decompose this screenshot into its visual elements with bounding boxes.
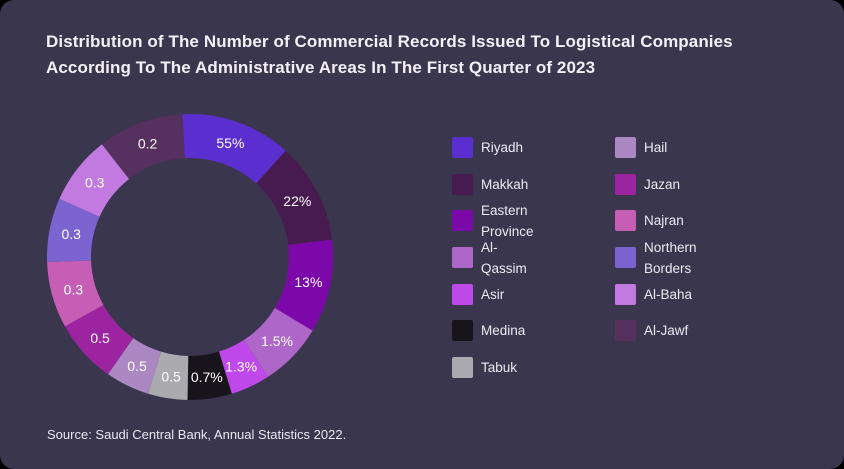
donut-segment-makkah <box>256 150 332 245</box>
segment-value-label-asir: 1.3% <box>225 359 257 375</box>
segment-value-label-al-qassim: 1.5% <box>261 333 293 349</box>
donut-segment-hail <box>107 338 162 394</box>
legend-swatch-medina <box>452 320 473 342</box>
legend-item-hail: Hail <box>615 137 697 158</box>
legend-item-makkah: Makkah <box>452 173 534 195</box>
source-note: Source: Saudi Central Bank, Annual Stati… <box>47 427 347 442</box>
legend-swatch-asir <box>452 283 473 305</box>
donut-segment-jazan <box>64 305 134 375</box>
legend-swatch-al-baha <box>615 283 636 305</box>
donut-segment-al-qassim <box>243 307 313 377</box>
legend-item-asir: Asir <box>452 283 534 305</box>
segment-value-label-eastern-province: 13% <box>294 274 322 290</box>
legend-swatch-makkah <box>452 173 473 195</box>
legend-item-jazan: Jazan <box>615 173 697 195</box>
segment-value-label-tabuk: 0.5 <box>161 369 181 385</box>
legend-label: Tabuk <box>481 360 518 376</box>
segment-value-label-al-jawf: 0.2 <box>138 136 158 152</box>
legend-item-tabuk: Tabuk <box>452 357 534 379</box>
legend-item-eastern-province: Eastern Province <box>452 203 534 239</box>
donut-segment-northern-borders <box>47 198 100 262</box>
donut-segment-tabuk <box>148 351 189 400</box>
legend-item-medina: Medina <box>452 320 534 342</box>
legend-item-northern-borders: Northern Borders <box>615 240 697 276</box>
chart-title: Distribution of The Number of Commercial… <box>46 29 806 81</box>
segment-value-label-al-baha: 0.3 <box>85 175 105 191</box>
legend-label: Al-Baha <box>644 286 693 302</box>
donut-chart: 55% 22% 13% 1.5%1.3%0.7% 0.5 0.5 0.5 0.3 0.3 0.3 0… <box>47 114 333 401</box>
chart-title-line2: According To The Administrative Areas In… <box>46 58 596 77</box>
legend-column-1: Riyadh Makkah Eastern Province Al-Qassim Asi… <box>452 137 534 394</box>
legend-label: Jazan <box>644 176 681 192</box>
legend-swatch-northern-borders <box>615 247 636 269</box>
legend-label: Hail <box>644 140 668 155</box>
donut-segment-eastern-province <box>274 239 333 331</box>
donut-segment-najran <box>47 260 104 327</box>
legend-label: Northern Borders <box>644 239 697 276</box>
segment-value-label-riyadh: 55% <box>216 135 244 151</box>
legend-swatch-tabuk <box>452 357 473 379</box>
segment-value-label-jazan: 0.5 <box>90 330 110 346</box>
donut-chart-area: 55% 22% 13% 1.5% 1.3% 0.7% 0.5 0.5 0.5 0.3 0.3 0.3 0… <box>40 107 340 407</box>
segment-value-label-najran: 0.3 <box>64 281 84 297</box>
donut-segment-asir <box>218 340 268 394</box>
legend-label: Riyadh <box>481 140 524 155</box>
legend-swatch-eastern-province <box>452 210 473 232</box>
segment-value-label-hail: 0.5 <box>127 358 147 374</box>
legend-label: Najran <box>644 213 684 229</box>
legend-column-2: Hail Jazan Najran Northern Borders Al-Baha Al… <box>615 137 697 357</box>
chart-title-line1: Distribution of The Number of Commercial… <box>46 32 733 51</box>
legend-label: Medina <box>481 323 526 339</box>
segment-value-label-makkah: 22% <box>283 193 311 209</box>
legend-swatch-al-qassim <box>452 247 473 269</box>
donut-segment-al-jawf <box>101 114 185 179</box>
segment-value-label-northern-borders: 0.3 <box>61 226 81 242</box>
legend-swatch-hail <box>615 137 636 158</box>
segment-value-label-medina: 0.7% <box>191 369 223 385</box>
legend-label: Asir <box>481 286 505 302</box>
legend-item-al-qassim: Al-Qassim <box>452 240 534 276</box>
donut-segment-medina <box>187 351 232 401</box>
legend-swatch-al-jawf <box>615 320 636 342</box>
legend-label: Eastern Province <box>481 202 534 239</box>
legend-item-al-baha: Al-Baha <box>615 283 697 305</box>
donut-segment-riyadh <box>182 114 286 184</box>
legend-swatch-jazan <box>615 173 636 195</box>
legend-label: Al-Jawf <box>644 323 689 339</box>
legend-item-najran: Najran <box>615 210 697 232</box>
legend-label: Makkah <box>481 176 529 192</box>
legend-swatch-najran <box>615 210 636 232</box>
legend-item-riyadh: Riyadh <box>452 137 534 158</box>
legend-item-al-jawf: Al-Jawf <box>615 320 697 342</box>
legend-swatch-riyadh <box>452 137 473 158</box>
donut-segment-al-baha <box>59 144 130 217</box>
legend-label: Al-Qassim <box>481 239 527 276</box>
